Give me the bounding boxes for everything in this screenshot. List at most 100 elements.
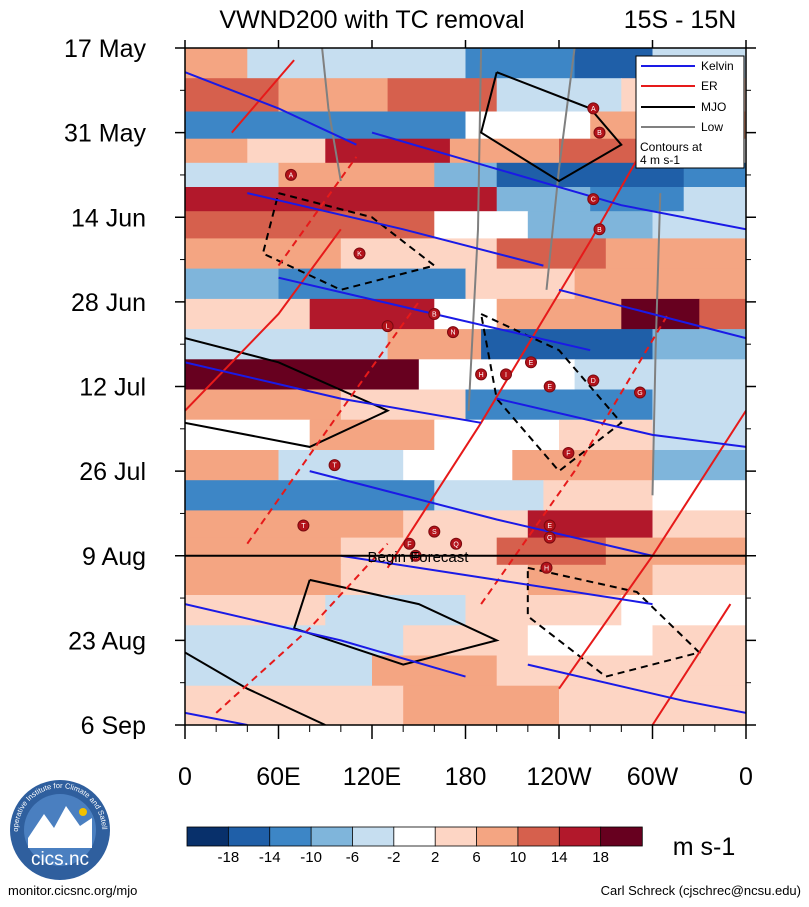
anomaly-cell-8-2 — [465, 268, 576, 300]
anomaly-cell-15-2 — [543, 480, 654, 511]
anomaly-cell-4-0 — [185, 162, 280, 188]
anomaly-cell-19-3 — [621, 595, 746, 626]
colorbar-bin-2 — [269, 826, 312, 847]
tc-label-11: C — [591, 197, 596, 204]
tc-marker-13 — [587, 374, 600, 387]
anomaly-cell-4-1 — [278, 162, 435, 188]
colorbar-label-1: -14 — [259, 849, 281, 866]
anomaly-cell-6-3 — [652, 211, 746, 239]
anomaly-cell-9-5 — [699, 298, 746, 330]
tc-marker-18 — [428, 525, 441, 538]
legend-note-line1: Contours at — [640, 140, 703, 154]
tc-label-9: A — [591, 106, 596, 113]
mjo-contour-3 — [480, 313, 623, 473]
tc-label-14: G — [637, 390, 642, 397]
anomaly-cell-7-0 — [185, 238, 342, 270]
legend-mjo-label: MJO — [701, 100, 726, 114]
anomaly-cell-14-4 — [652, 450, 746, 481]
y-tick-label-7: 23 Aug — [68, 627, 146, 655]
tc-marker-3 — [428, 308, 441, 320]
kelvin-contour-6 — [496, 397, 746, 448]
tc-marker-12 — [593, 223, 606, 236]
y-tick-label-6: 9 Aug — [82, 543, 146, 571]
tc-label-12: B — [597, 227, 602, 234]
anomaly-cell-10-0 — [185, 329, 389, 360]
anomaly-cell-11-2 — [574, 359, 746, 391]
anomaly-cell-12-0 — [185, 389, 342, 421]
x-tick-label-4: 120W — [526, 763, 592, 791]
anomaly-cell-12-3 — [652, 389, 746, 421]
anomaly-cell-8-3 — [574, 268, 746, 300]
anomaly-cell-3-2 — [325, 138, 451, 164]
anomaly-cell-9-0 — [185, 298, 311, 330]
tc-label-1: K — [357, 251, 362, 258]
anomaly-cell-9-2 — [434, 298, 498, 330]
anomaly-cell-19-2 — [465, 595, 622, 626]
anomaly-cell-12-1 — [340, 389, 467, 421]
anomaly-cell-22-0 — [185, 685, 404, 725]
tc-label-23: G — [547, 535, 552, 542]
anomaly-cell-17-0 — [185, 537, 342, 566]
anomaly-cell-18-3 — [652, 564, 746, 596]
tc-marker-14 — [634, 386, 646, 399]
colorbar-bin-9 — [558, 826, 602, 847]
tc-label-6: I — [505, 372, 507, 379]
colorbar: -18 -14 -10 -6 -2 2 6 10 14 18 — [186, 826, 643, 866]
x-tick-label-2: 120E — [343, 763, 401, 791]
colorbar-bin-6 — [434, 826, 478, 847]
legend-low-label: Low — [701, 120, 723, 134]
anomaly-cell-10-1 — [387, 329, 482, 360]
colorbar-units: m s-1 — [673, 833, 736, 861]
tc-label-20: M — [413, 553, 419, 560]
anomaly-cell-21-0 — [185, 655, 373, 687]
x-tick-label-5: 60W — [627, 763, 679, 791]
tc-marker-22 — [543, 519, 556, 532]
tc-label-10: B — [597, 130, 602, 137]
tc-label-18: S — [432, 529, 437, 536]
tc-marker-19 — [403, 537, 416, 550]
tc-marker-21 — [450, 537, 463, 550]
anomaly-cell-0-1 — [247, 48, 467, 79]
y-tick-label-0: 17 May — [64, 35, 146, 63]
low-contour-1 — [467, 48, 483, 411]
legend: Kelvin ER MJO Low Contours at 4 m s-1 — [635, 55, 745, 169]
anomaly-cell-22-1 — [403, 685, 560, 725]
anomaly-cell-0-0 — [185, 48, 248, 79]
tc-label-17: T — [301, 523, 306, 530]
anomaly-cell-13-1 — [309, 419, 435, 451]
tc-label-24: H — [544, 565, 549, 572]
kelvin-contour-3 — [558, 288, 746, 340]
er-contour-8 — [651, 603, 732, 725]
anomaly-cell-3-0 — [185, 138, 248, 164]
er-contour-3 — [246, 301, 420, 545]
mjo-contour-5 — [526, 566, 702, 678]
anomaly-cell-17-3 — [605, 537, 746, 566]
tc-marker-1 — [353, 247, 366, 260]
chart-region: 15S - 15N — [624, 6, 737, 34]
colorbar-label-4: -2 — [387, 849, 400, 866]
tc-label-22: E — [547, 523, 552, 530]
anomaly-cell-14-0 — [185, 450, 280, 481]
kelvin-contour-8 — [340, 554, 653, 606]
kelvin-contour-0 — [185, 71, 357, 146]
anomaly-cell-9-3 — [496, 298, 622, 330]
colorbar-label-9: 18 — [592, 849, 609, 866]
anomaly-cell-0-2 — [465, 48, 576, 79]
anomaly-cell-15-1 — [434, 480, 544, 511]
colorbar-label-5: 2 — [431, 849, 439, 866]
tc-marker-9 — [587, 102, 600, 115]
x-tick-label-0: 0 — [178, 763, 192, 791]
filtered-contours — [185, 48, 746, 725]
x-tick-label-1: 60E — [256, 763, 300, 791]
forecast-label: Begin Forecast — [368, 549, 470, 566]
colorbar-bin-10 — [600, 826, 643, 847]
mjo-contour-6 — [185, 651, 326, 725]
anomaly-cell-5-0 — [185, 187, 498, 212]
tc-marker-6 — [500, 368, 512, 381]
anomaly-cell-14-3 — [512, 450, 654, 481]
tc-label-5: H — [479, 372, 484, 379]
legend-kelvin-label: Kelvin — [701, 59, 734, 73]
colorbar-bin-8 — [517, 826, 560, 847]
